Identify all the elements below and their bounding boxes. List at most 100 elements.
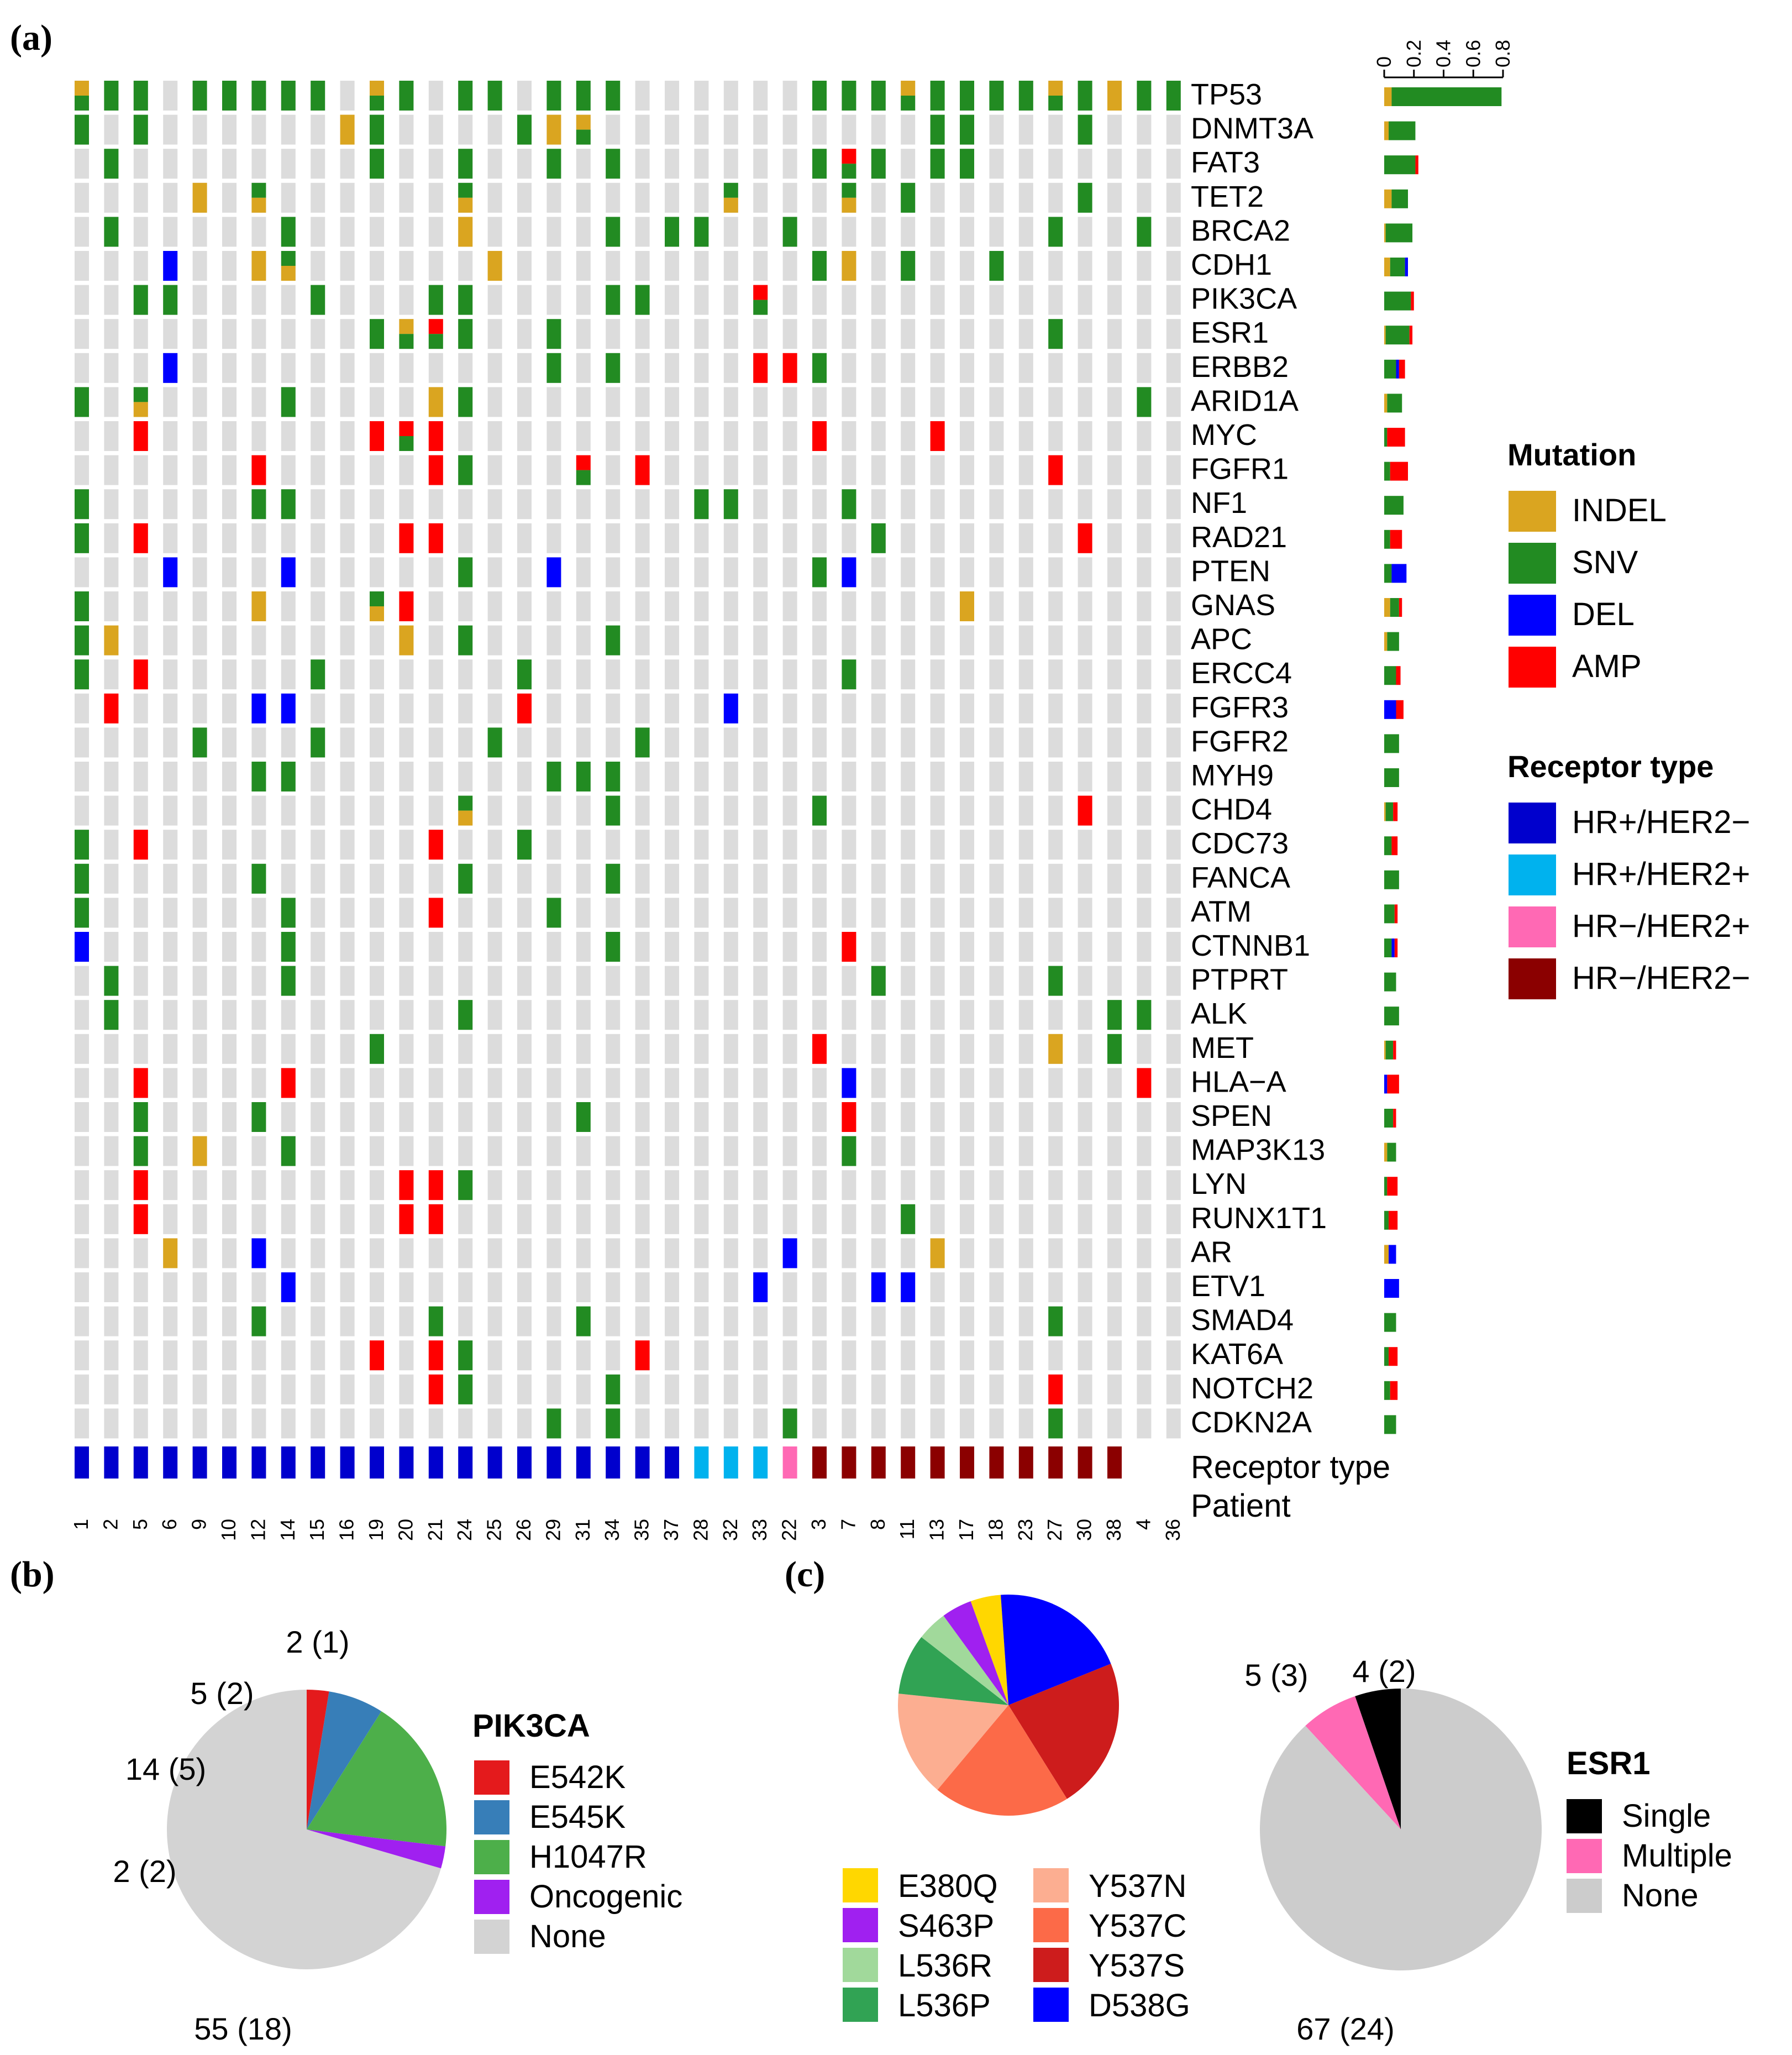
cell-FGFR3-6 [163,693,178,724]
cell-ETV1-15 [311,1272,325,1302]
cell-APC-8 [871,625,886,656]
cell-MYH9-26 [517,762,532,791]
cell-CDH1-16 [340,251,355,281]
alteration-GNAS-17 [960,591,974,621]
alteration-PIK3CA-35 [635,285,650,315]
cell-FANCA-19 [370,863,384,894]
alteration-KAT6A-24 [458,1340,473,1371]
cell-AR-38 [1107,1238,1122,1268]
legend-label-receptor: HR+/HER2− [1572,804,1750,840]
cell-FGFR3-15 [311,693,325,724]
cell-AR-27 [1048,1238,1063,1268]
cell-APC-29 [546,625,561,656]
alteration-TET2-32 [723,197,738,213]
cell-KAT6A-37 [665,1340,679,1371]
alteration-DNMT3A-26 [517,114,532,145]
freq-bar-DNMT3A [1389,121,1416,140]
cell-CDKN2A-16 [340,1408,355,1439]
pik3ca-slice-oncogenic [307,1829,446,1869]
cell-LYN-9 [192,1170,207,1201]
cell-ATM-4 [1137,898,1152,928]
cell-TET2-25 [487,182,502,213]
alteration-DNMT3A-1 [75,114,89,145]
cell-CDKN2A-10 [222,1408,237,1439]
cell-GNAS-9 [192,591,207,621]
cell-FGFR2-20 [399,727,414,758]
cell-ARID1A-9 [192,387,207,417]
cell-MET-37 [665,1034,679,1064]
cell-ERCC4-22 [782,659,797,690]
cell-FGFR2-23 [1018,727,1033,758]
cell-MYC-32 [723,421,738,451]
freq-bar-MAP3K13 [1387,1142,1396,1162]
cell-AR-11 [901,1238,916,1268]
cell-FGFR2-26 [517,727,532,758]
freq-bar-ATM [1394,904,1398,924]
cell-PIK3CA-13 [930,285,945,315]
cell-DNMT3A-32 [723,114,738,145]
cell-BRCA2-6 [163,217,178,247]
cell-CTNNB1-38 [1107,932,1122,962]
alteration-FGFR2-35 [635,727,650,758]
cell-ARID1A-35 [635,387,650,417]
cell-ATM-24 [458,898,473,928]
cell-FAT3-11 [901,149,916,179]
cell-ATM-37 [665,898,679,928]
alteration-MAP3K13-14 [281,1136,296,1166]
cell-SPEN-3 [812,1102,827,1132]
cell-MYC-29 [546,421,561,451]
cell-APC-7 [842,625,856,656]
cell-FAT3-1 [75,149,89,179]
cell-LYN-18 [989,1170,1004,1201]
cell-ETV1-27 [1048,1272,1063,1302]
cell-ERCC4-27 [1048,659,1063,690]
cell-PIK3CA-28 [694,285,709,315]
cell-CTNNB1-5 [133,932,148,962]
freq-bar-PIK3CA [1384,291,1411,311]
legend-swatch-receptor [1509,854,1556,895]
freq-bar-MET [1393,1040,1396,1060]
cell-SPEN-30 [1078,1102,1092,1132]
legend-label-receptor: HR−/HER2+ [1572,908,1750,944]
panel-b-pik3ca-pie: (b) 2 (1)5 (2)14 (5)2 (2)55 (18)PIK3CAE5… [10,1554,682,2046]
cell-SMAD4-13 [930,1306,945,1336]
legend-swatch-snv [1509,543,1556,584]
cell-NF1-37 [665,489,679,520]
alteration-AR-22 [782,1238,797,1268]
cell-ERBB2-10 [222,353,237,383]
cell-PTPRT-34 [606,966,621,996]
cell-SMAD4-8 [871,1306,886,1336]
freq-bar-RUNX1T1 [1389,1210,1398,1230]
pik3ca-slice-h1047r [307,1711,446,1847]
cell-RAD21-3 [812,523,827,553]
cell-ETV1-13 [930,1272,945,1302]
cell-FANCA-27 [1048,863,1063,894]
cell-KAT6A-2 [104,1340,119,1371]
cell-ALK-34 [606,1000,621,1030]
cell-AR-17 [960,1238,974,1268]
cell-HLA−A-12 [251,1068,266,1098]
cell-CDKN2A-37 [665,1408,679,1439]
cell-RUNX1T1-4 [1137,1204,1152,1234]
cell-CTNNB1-15 [311,932,325,962]
cell-FGFR1-7 [842,455,856,485]
cell-APC-26 [517,625,532,656]
cell-MAP3K13-27 [1048,1136,1063,1166]
cell-RAD21-25 [487,523,502,553]
cell-RAD21-32 [723,523,738,553]
patient-label: 21 [424,1519,446,1541]
alteration-TP53-20 [399,81,414,111]
cell-PTEN-34 [606,557,621,588]
cell-GNAS-8 [871,591,886,621]
cell-LYN-1 [75,1170,89,1201]
cell-CDKN2A-13 [930,1408,945,1439]
alteration-TP53-17 [960,81,974,111]
cell-ERCC4-12 [251,659,266,690]
cell-ERCC4-25 [487,659,502,690]
cell-PTEN-10 [222,557,237,588]
cell-AR-19 [370,1238,384,1268]
alteration-TP53-5 [133,81,148,111]
panel-label-b: (b) [10,1554,55,1595]
cell-APC-27 [1048,625,1063,656]
cell-FGFR3-30 [1078,693,1092,724]
